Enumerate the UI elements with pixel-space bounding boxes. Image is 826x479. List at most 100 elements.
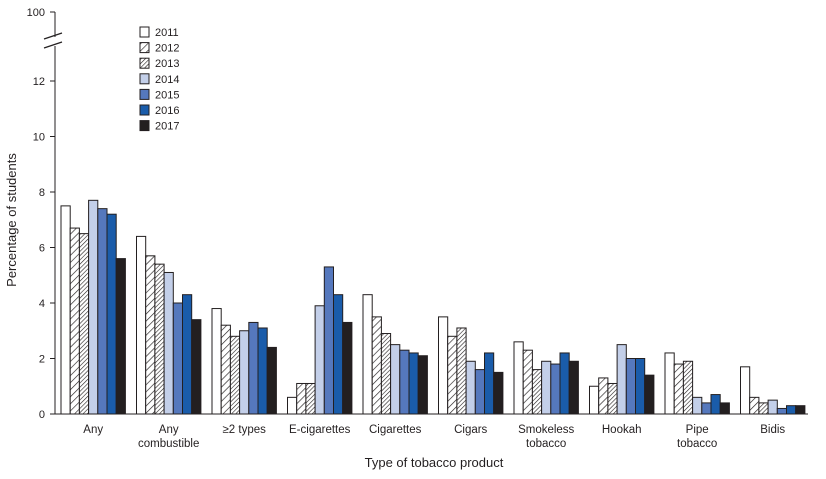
legend-label: 2012 [155, 43, 179, 55]
bar-2016 [484, 352, 495, 415]
y-tick-label: 8 [39, 187, 45, 199]
x-tick-label: Hookah [602, 424, 642, 436]
bar-2014 [163, 271, 174, 415]
x-tick-label: E-cigarettes [289, 424, 351, 436]
legend-swatch-2012 [139, 42, 150, 54]
legend-label: 2017 [155, 121, 179, 133]
bar-2016 [559, 352, 570, 415]
bar-2015 [97, 208, 108, 415]
y-tick-label: 12 [33, 76, 45, 88]
bar-2017 [719, 402, 730, 415]
bar-2013 [531, 369, 543, 415]
bar-2016 [257, 327, 268, 415]
bar-2017 [191, 319, 202, 415]
x-tick-label: tobacco [526, 438, 566, 450]
bar-2016 [182, 294, 193, 415]
bar-2011 [60, 205, 71, 415]
bar-2014 [767, 399, 778, 415]
bar-2016 [333, 294, 344, 415]
bar-2013 [456, 327, 467, 415]
legend-swatch-2011 [139, 26, 150, 38]
bar-2014 [239, 330, 250, 415]
bar-2014 [616, 344, 627, 415]
bar-2017 [493, 371, 504, 415]
bar-2016 [786, 405, 797, 415]
y-axis-label: Percentage of students [4, 153, 19, 287]
legend-swatch-2017 [139, 120, 150, 132]
bar-2016 [408, 352, 419, 415]
bar-2014 [541, 360, 552, 415]
axis-break-mark-2 [43, 41, 63, 49]
bar-2014 [692, 396, 703, 415]
x-tick-label: Smokeless [518, 424, 574, 436]
y-tick-label: 4 [39, 298, 45, 310]
bar-2012 [296, 382, 307, 415]
bar-2016 [635, 358, 646, 415]
x-tick-label: Cigars [454, 424, 487, 436]
legend-label: 2014 [155, 74, 179, 86]
y-tick-label-top: 100 [27, 7, 45, 19]
bar-2012 [673, 363, 684, 415]
bar-2013 [78, 233, 90, 415]
legend-label: 2011 [155, 27, 179, 39]
bar-2011 [589, 385, 600, 415]
legend-label: 2016 [155, 105, 179, 117]
x-axis-label: Type of tobacco product [365, 455, 504, 470]
legend-label: 2015 [155, 89, 179, 101]
bar-2017 [115, 258, 126, 415]
bar-2012 [749, 396, 760, 415]
bar-2011 [211, 308, 222, 415]
bar-2015 [248, 321, 259, 415]
legend-swatch-2015 [139, 88, 150, 100]
legend: 2011 2012 2013 2014 2015 2016 2017 [139, 26, 179, 133]
bar-2014 [465, 360, 476, 415]
bar-2013 [229, 335, 241, 415]
bar-2011 [438, 316, 449, 415]
bar-2011 [362, 294, 373, 415]
bar-2012 [447, 335, 458, 415]
bar-2011 [513, 341, 524, 415]
bar-2014 [314, 305, 325, 415]
y-tick-label: 0 [39, 409, 45, 421]
bar-2014 [390, 344, 401, 415]
y-tick-label: 2 [39, 354, 45, 366]
bar-2013 [305, 382, 316, 415]
bar-2016 [710, 394, 721, 415]
legend-swatch-2016 [139, 104, 150, 116]
bar-2015 [399, 349, 410, 415]
bar-2017 [342, 321, 353, 415]
bar-2012 [69, 227, 80, 415]
bar-2013 [758, 402, 769, 415]
bar-2013 [154, 263, 165, 415]
bar-2015 [474, 369, 485, 415]
bar-2017 [568, 360, 579, 415]
bar-2015 [776, 407, 787, 415]
x-tick-labels: Any Any combustible ≥2 types E-cigarettes Cig… [83, 424, 785, 450]
x-tick-label: ≥2 types [223, 424, 267, 436]
x-tick-label: Bidis [760, 424, 785, 436]
bars [60, 199, 806, 415]
legend-swatch-2013 [139, 57, 150, 69]
bar-2013 [607, 382, 618, 415]
bar-2013 [380, 333, 392, 415]
bar-2017 [795, 405, 806, 415]
bar-2012 [598, 377, 609, 415]
legend-swatch-2014 [139, 73, 150, 85]
axis-break-mark-1 [43, 32, 63, 40]
bar-2012 [371, 316, 382, 415]
bar-2012 [522, 349, 533, 415]
x-tick-label: Any [83, 424, 103, 436]
bar-2015 [550, 363, 561, 415]
x-tick-label: tobacco [677, 438, 717, 450]
bar-2015 [625, 358, 636, 415]
bar-2011 [740, 366, 751, 415]
bar-2017 [266, 346, 277, 415]
y-axis: 100 0 2 4 6 8 10 12 [27, 7, 63, 421]
legend-label: 2013 [155, 58, 179, 70]
bar-2015 [323, 266, 334, 415]
bar-2015 [172, 302, 184, 415]
bar-2013 [682, 360, 694, 415]
bar-2011 [287, 396, 298, 415]
bar-2012 [220, 324, 231, 415]
